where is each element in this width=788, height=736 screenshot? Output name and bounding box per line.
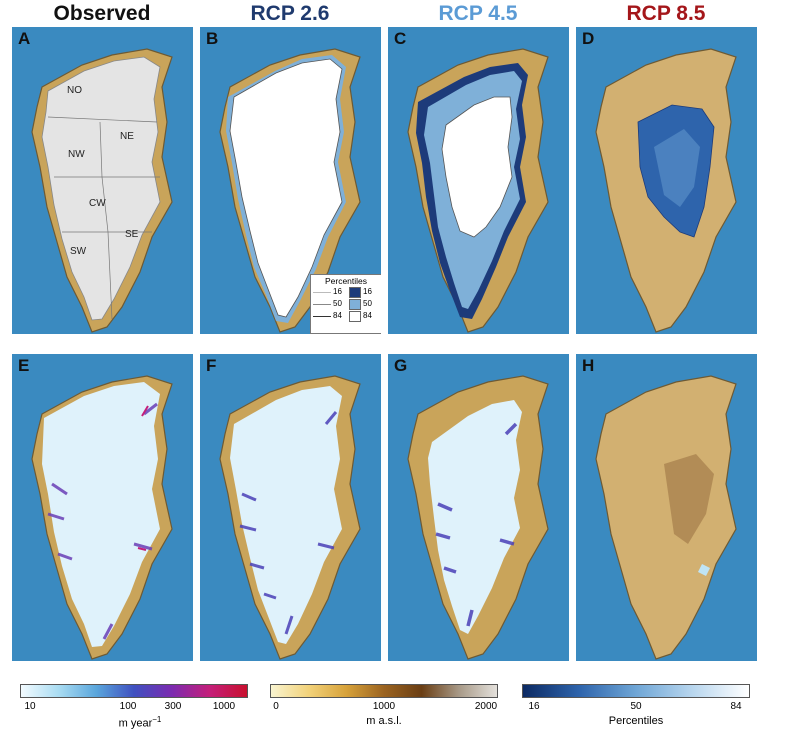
- legend-swatch-50: 50: [363, 299, 372, 308]
- legend-swatch-16: 16: [363, 287, 372, 296]
- panel-f: F: [200, 354, 381, 661]
- greenland-map-rcp85-extent: [595, 48, 737, 333]
- colorbar-elevation-gradient: [270, 684, 498, 698]
- colorbar-elevation-tick-1000: 1000: [372, 701, 396, 712]
- region-label-ne: NE: [120, 131, 134, 142]
- panel-e: E: [12, 354, 193, 661]
- panel-letter-g: G: [394, 356, 408, 375]
- panel-letter-e: E: [18, 356, 30, 375]
- greenland-map-rcp26-extent: [219, 48, 361, 333]
- panel-b: B Percentiles 16 16 50 50 84 84: [200, 27, 381, 334]
- velocity-map-rcp26: [219, 375, 361, 660]
- panel-d: D: [576, 27, 757, 334]
- legend-title: Percentiles: [324, 276, 368, 286]
- velocity-map-rcp45: [407, 375, 549, 660]
- column-title-rcp85: RCP 8.5: [626, 2, 706, 25]
- colorbar-elevation-tick-0: 0: [273, 701, 279, 712]
- legend-line-50: 50: [333, 299, 342, 308]
- velocity-map-rcp85: [595, 375, 737, 660]
- region-label-cw: CW: [89, 198, 106, 209]
- colorbar-velocity-tick-100: 100: [119, 701, 137, 712]
- region-label-se: SE: [125, 229, 139, 240]
- region-label-no: NO: [67, 85, 82, 96]
- legend-row-16: 16 16: [311, 286, 381, 298]
- percentile-legend: Percentiles 16 16 50 50 84 84: [310, 274, 381, 334]
- panel-g: G: [388, 354, 569, 661]
- colorbar-percentiles-tick-50: 50: [630, 701, 642, 712]
- panel-a: NO NE NW CW SW SE A: [12, 27, 193, 334]
- colorbar-elevation-tick-2000: 2000: [474, 701, 498, 712]
- colorbar-velocity-tick-1000: 1000: [212, 701, 236, 712]
- colorbar-percentiles-gradient: [522, 684, 750, 698]
- panel-h: H: [576, 354, 757, 661]
- legend-row-84: 84 84: [311, 310, 381, 322]
- colorbar-velocity-unit: m year−1: [118, 715, 162, 730]
- legend-line-84: 84: [333, 311, 342, 320]
- colorbar-elevation-unit: m a.s.l.: [366, 715, 402, 727]
- colorbar-percentiles-tick-16: 16: [528, 701, 540, 712]
- column-title-rcp26: RCP 2.6: [250, 2, 330, 25]
- greenland-map-rcp45-extent: [407, 48, 549, 333]
- colorbar-velocity-tick-300: 300: [164, 701, 182, 712]
- panel-letter-h: H: [582, 356, 595, 375]
- panel-letter-f: F: [206, 356, 217, 375]
- colorbar-percentiles-unit: Percentiles: [608, 715, 664, 727]
- column-title-rcp45: RCP 4.5: [438, 2, 518, 25]
- greenland-map-observed: NO NE NW CW SW SE: [31, 48, 173, 333]
- panel-letter-c: C: [394, 29, 407, 48]
- column-title-observed: Observed: [53, 2, 151, 25]
- panel-c: C: [388, 27, 569, 334]
- region-label-sw: SW: [70, 246, 87, 257]
- colorbar-velocity-gradient: [20, 684, 248, 698]
- colorbar-velocity: 10 100 300 1000 m year−1: [20, 684, 250, 730]
- legend-swatch-84: 84: [363, 311, 372, 320]
- colorbar-elevation: 0 1000 2000 m a.s.l.: [270, 684, 500, 727]
- colorbar-percentiles-tick-84: 84: [730, 701, 742, 712]
- legend-line-16: 16: [333, 287, 342, 296]
- velocity-map-observed: [31, 375, 173, 660]
- colorbar-velocity-tick-10: 10: [24, 701, 36, 712]
- panel-letter-d: D: [582, 29, 595, 48]
- legend-row-50: 50 50: [311, 298, 381, 310]
- panel-letter-a: A: [18, 29, 31, 48]
- region-label-nw: NW: [68, 149, 85, 160]
- colorbar-percentiles: 16 50 84 Percentiles: [522, 684, 752, 727]
- panel-letter-b: B: [206, 29, 219, 48]
